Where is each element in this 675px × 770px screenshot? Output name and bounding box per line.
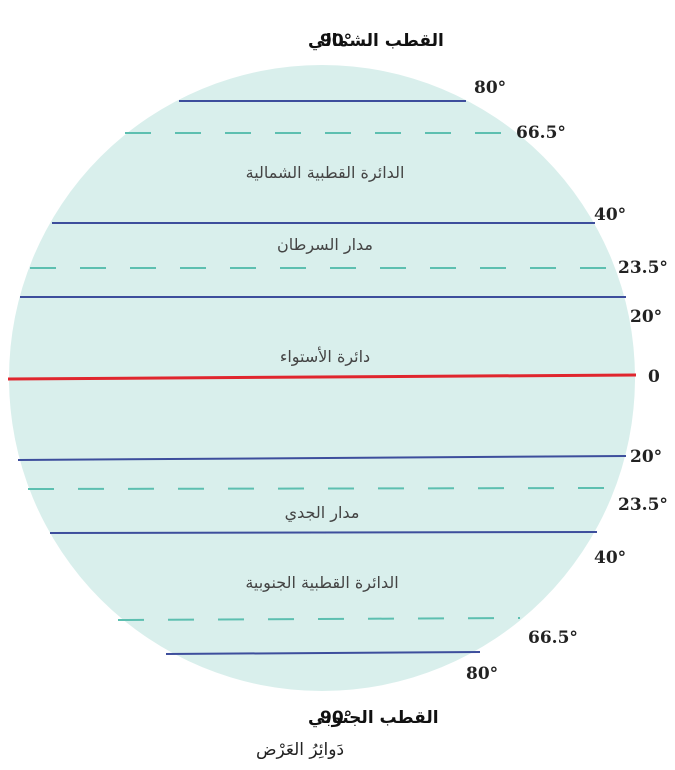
degree-label-north-20: 20°	[630, 307, 662, 327]
degree-label-north-66-5: 66.5°	[516, 123, 566, 143]
region-label-arctic-circle: الدائرة القطبية الشمالية	[246, 163, 405, 183]
degree-label-south-80: 80°	[466, 664, 498, 684]
latitude-line-south-40	[49, 531, 598, 534]
diagram-caption: دَوائِرُ العَرْض	[256, 740, 344, 760]
south-pole-label: القطب الجنوبي	[308, 708, 439, 728]
north-pole-label: القطب الشمالي	[308, 31, 444, 51]
degree-label-south-23-5: 23.5°	[618, 495, 668, 515]
degree-label-south-66-5: 66.5°	[528, 628, 578, 648]
north-pole-degree: 90°	[320, 31, 352, 51]
degree-label-equator: 0	[648, 367, 660, 387]
equator-line	[7, 373, 637, 381]
degree-label-south-20: 20°	[630, 447, 662, 467]
region-label-tropic-of-cancer: مدار السرطان	[277, 235, 373, 255]
latitude-line-south-66-5	[117, 617, 521, 621]
degree-label-north-23-5: 23.5°	[618, 258, 668, 278]
region-label-tropic-of-capricorn: مدار الجدي	[285, 503, 360, 523]
region-label-equator: دائرة الأستواء	[280, 346, 370, 367]
region-label-antarctic-circle: الدائرة القطبية الجنوبية	[245, 573, 398, 593]
degree-label-north-80: 80°	[474, 78, 506, 98]
latitude-line-south-20	[17, 455, 627, 461]
latitude-line-south-80	[165, 651, 481, 655]
south-pole-degree: 90°	[320, 708, 352, 728]
degree-label-north-40: 40°	[594, 205, 626, 225]
degree-label-south-40: 40°	[594, 548, 626, 568]
